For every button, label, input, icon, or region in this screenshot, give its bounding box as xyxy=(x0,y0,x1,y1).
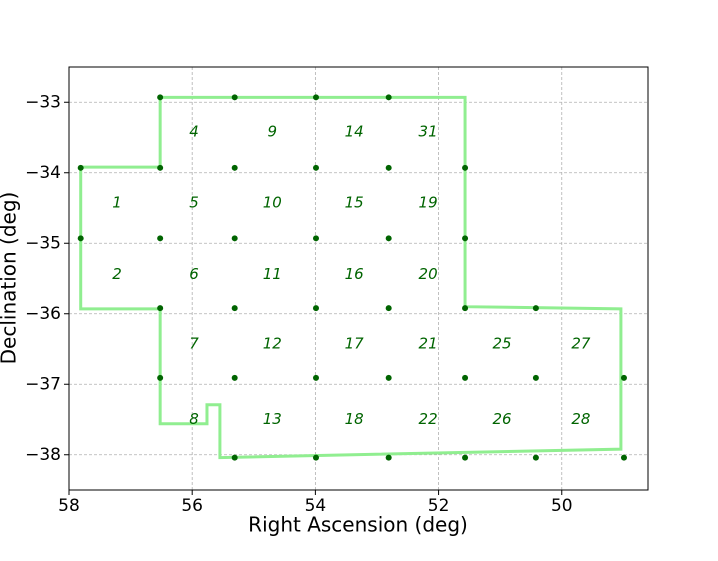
field-label: 6 xyxy=(189,265,199,283)
field-label: 16 xyxy=(345,265,364,283)
point xyxy=(312,305,319,312)
point xyxy=(462,454,469,461)
x-tick-label: 56 xyxy=(181,496,203,516)
point xyxy=(312,164,319,171)
y-tick-label: −36 xyxy=(25,304,61,324)
point xyxy=(532,374,539,381)
point xyxy=(312,235,319,242)
field-label: 13 xyxy=(263,410,282,428)
field-label: 2 xyxy=(112,265,122,283)
point xyxy=(231,235,238,242)
point xyxy=(385,374,392,381)
point xyxy=(231,374,238,381)
point xyxy=(532,305,539,312)
point xyxy=(231,305,238,312)
point xyxy=(462,305,469,312)
field-label: 1 xyxy=(112,194,122,212)
y-tick-label: −33 xyxy=(25,92,61,112)
point xyxy=(231,164,238,171)
field-label: 25 xyxy=(492,335,511,353)
point xyxy=(385,164,392,171)
point xyxy=(620,374,627,381)
field-label: 8 xyxy=(189,410,199,428)
field-label: 17 xyxy=(345,335,365,353)
plot-frame xyxy=(68,66,649,491)
field-label: 22 xyxy=(419,410,438,428)
field-label: 15 xyxy=(345,194,364,212)
point xyxy=(77,235,84,242)
field-label: 19 xyxy=(419,194,438,212)
point xyxy=(157,235,164,242)
x-axis-label: Right Ascension (deg) xyxy=(248,513,468,537)
field-label: 21 xyxy=(419,335,438,353)
x-tick-label: 54 xyxy=(305,496,327,516)
y-tick-label: −34 xyxy=(25,163,61,183)
field-label: 31 xyxy=(419,122,438,140)
point xyxy=(462,164,469,171)
point xyxy=(231,454,238,461)
field-label: 10 xyxy=(263,194,282,212)
y-tick-label: −38 xyxy=(25,445,61,465)
field-label: 18 xyxy=(345,410,364,428)
field-label: 26 xyxy=(492,410,511,428)
y-tick-label: −37 xyxy=(25,374,61,394)
field-label: 11 xyxy=(263,265,282,283)
field-label: 9 xyxy=(267,122,277,140)
field-label: 27 xyxy=(571,335,591,353)
point xyxy=(385,454,392,461)
point xyxy=(157,374,164,381)
field-label: 20 xyxy=(419,265,438,283)
point xyxy=(157,305,164,312)
y-axis-label: Declination (deg) xyxy=(0,192,21,365)
point xyxy=(312,374,319,381)
point xyxy=(462,235,469,242)
point xyxy=(532,454,539,461)
y-tick-label: −35 xyxy=(25,233,61,253)
point xyxy=(385,305,392,312)
field-label: 4 xyxy=(189,122,199,140)
field-label: 12 xyxy=(263,335,282,353)
point xyxy=(77,164,84,171)
field-label: 5 xyxy=(189,194,199,212)
x-tick-label: 58 xyxy=(58,496,80,516)
x-tick-label: 52 xyxy=(428,496,450,516)
point xyxy=(157,164,164,171)
footprint-outline xyxy=(79,95,623,460)
point xyxy=(312,94,319,101)
point xyxy=(385,235,392,242)
point xyxy=(620,454,627,461)
point xyxy=(312,454,319,461)
field-label: 28 xyxy=(571,410,590,428)
field-label: 14 xyxy=(345,122,364,140)
point xyxy=(385,94,392,101)
point xyxy=(157,94,164,101)
point xyxy=(231,94,238,101)
x-tick-label: 50 xyxy=(551,496,573,516)
field-label: 7 xyxy=(189,335,199,353)
point xyxy=(462,374,469,381)
